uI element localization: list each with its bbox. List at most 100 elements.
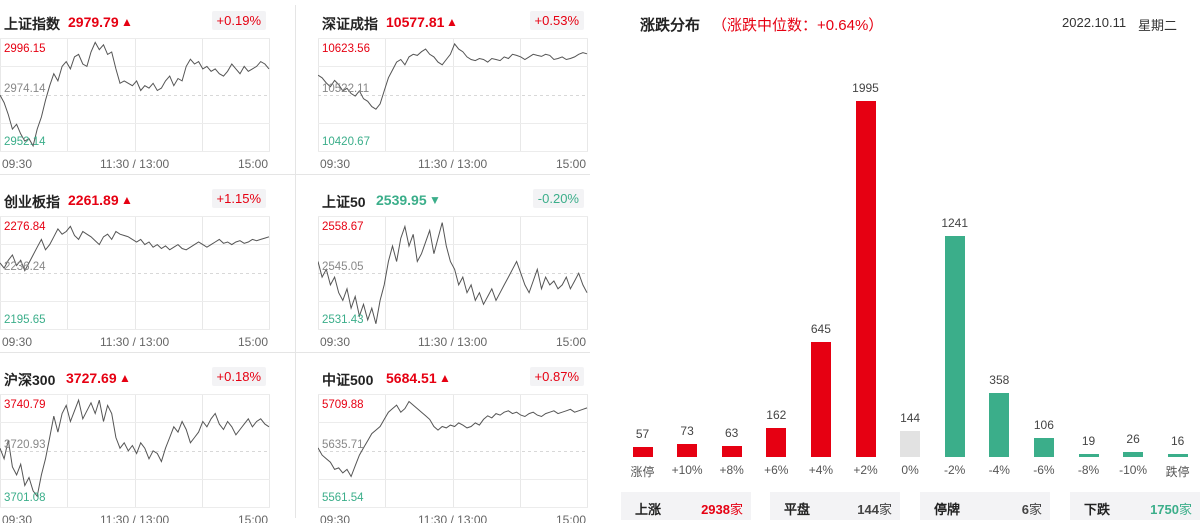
axis-mid-label: 3720.93 [4, 439, 46, 451]
distribution-bar[interactable] [1123, 452, 1144, 457]
index-row-divider [0, 174, 590, 175]
time-start-label: 09:30 [320, 335, 351, 349]
distribution-bar[interactable] [1033, 438, 1054, 457]
index-card-sz[interactable]: 深证成指 10577.81 ▲ +0.53% 10623.56 10522.11 10420… [318, 4, 588, 176]
index-change-badge: +1.15% [211, 189, 266, 208]
median-change-text: （涨跌中位数：+0.64%） [712, 17, 884, 34]
axis-mid-label: 2236.24 [4, 261, 46, 273]
axis-mid-label: 10522.11 [322, 83, 370, 95]
time-start-label: 09:30 [320, 157, 351, 171]
bar-value-label: 16 [1171, 434, 1185, 448]
bar-category-label: +4% [808, 463, 834, 477]
index-grid-divider [295, 5, 296, 518]
bar-category-label: 涨停 [630, 465, 655, 479]
bar-value-label: 358 [989, 373, 1010, 388]
time-mid-label: 11:30 / 13:00 [100, 513, 170, 523]
price-line [0, 398, 270, 498]
summary-count: 144 [857, 502, 879, 517]
price-line [318, 400, 588, 478]
bar-value-label: 162 [766, 408, 787, 423]
axis-high-label: 2558.67 [322, 221, 364, 233]
bar-value-label: 19 [1081, 433, 1096, 448]
index-price: 3727.69 [66, 370, 117, 386]
bar-value-label: 63 [725, 425, 739, 440]
intraday-chart [0, 394, 270, 508]
distribution-bar[interactable] [1167, 454, 1188, 457]
summary-value: 6家 [1022, 499, 1042, 518]
bar-value-label: 645 [810, 321, 831, 336]
time-end-label: 15:00 [238, 513, 269, 523]
index-change-badge: +0.87% [529, 367, 584, 386]
intraday-chart [318, 216, 588, 330]
bar-value-label: 1241 [941, 215, 969, 230]
bar-value-label: 106 [1033, 418, 1054, 433]
index-card-hs300[interactable]: 沪深300 3727.69 ▲ +0.18% 3740.79 3720.93 3701.08… [0, 360, 270, 523]
axis-high-label: 10623.56 [322, 43, 370, 55]
index-row-divider [0, 352, 590, 353]
bar-value-label: 144 [900, 411, 921, 426]
distribution-bar[interactable] [810, 341, 831, 457]
index-name: 上证50 [322, 194, 366, 210]
index-change-badge: +0.19% [211, 11, 266, 30]
index-card-sz50[interactable]: 上证50 2539.95 ▼ -0.20% 2558.67 2545.05 2531.43 0… [318, 182, 588, 354]
time-end-label: 15:00 [556, 335, 587, 349]
time-mid-label: 11:30 / 13:00 [100, 157, 170, 171]
summary-count: 1750 [1150, 502, 1179, 517]
index-name: 中证500 [322, 372, 374, 388]
axis-low-label: 10420.67 [322, 136, 370, 148]
summary-count: 2938 [701, 502, 730, 517]
summary-unit: 家 [878, 502, 892, 517]
distribution-bar[interactable] [855, 101, 876, 457]
intraday-chart [0, 216, 270, 330]
index-card-cyb[interactable]: 创业板指 2261.89 ▲ +1.15% 2276.84 2236.24 2195.65 0… [0, 182, 270, 354]
time-end-label: 15:00 [238, 157, 269, 171]
intraday-chart [318, 38, 588, 152]
time-mid-label: 11:30 / 13:00 [418, 335, 488, 349]
intraday-chart [318, 394, 588, 508]
summary-label: 下跌 [1084, 502, 1111, 517]
summary-fall-box: 下跌 1750家 [1070, 492, 1200, 520]
distribution-bar[interactable] [989, 393, 1010, 457]
time-mid-label: 11:30 / 13:00 [100, 335, 170, 349]
distribution-bar[interactable] [677, 443, 698, 457]
summary-flat-box: 平盘 144家 [770, 492, 900, 520]
bar-category-label: -10% [1119, 463, 1148, 477]
summary-value: 144家 [857, 499, 892, 518]
time-mid-label: 11:30 / 13:00 [418, 157, 488, 171]
summary-suspended-box: 停牌 6家 [920, 492, 1050, 520]
distribution-bar[interactable] [766, 428, 787, 457]
time-end-label: 15:00 [556, 157, 587, 171]
summary-label: 停牌 [934, 502, 961, 517]
distribution-bar[interactable] [900, 431, 921, 457]
price-line [0, 41, 270, 148]
bar-category-label: 跌停 [1165, 465, 1190, 479]
bar-value-label: 1995 [852, 81, 879, 95]
index-card-zz500[interactable]: 中证500 5684.51 ▲ +0.87% 5709.88 5635.71 5561.54… [318, 360, 588, 523]
trend-arrow-icon: ▲ [121, 15, 133, 29]
date-label: 2022.10.11 [1062, 15, 1127, 30]
index-price: 2261.89 [68, 192, 119, 208]
summary-unit: 家 [1178, 502, 1192, 517]
index-price: 10577.81 [386, 14, 445, 30]
bar-category-label: +2% [853, 463, 878, 477]
summary-count: 6 [1021, 502, 1029, 517]
bar-category-label: 0% [901, 463, 919, 477]
bar-category-label: -6% [1033, 463, 1055, 477]
bar-category-label: -2% [944, 463, 966, 477]
axis-high-label: 5709.88 [322, 399, 364, 411]
intraday-chart [0, 38, 270, 152]
axis-mid-label: 5635.71 [322, 439, 364, 451]
distribution-bar[interactable] [632, 446, 653, 457]
bar-category-label: -8% [1077, 463, 1100, 477]
index-price: 5684.51 [386, 370, 437, 386]
index-card-sh[interactable]: 上证指数 2979.79 ▲ +0.19% 2996.15 2974.14 2952.14 0… [0, 4, 270, 176]
distribution-bar[interactable] [721, 445, 742, 457]
summary-label: 上涨 [635, 502, 662, 517]
distribution-title: 涨跌分布 [640, 17, 701, 34]
distribution-bar[interactable] [944, 235, 965, 457]
index-change-badge: +0.18% [211, 367, 266, 386]
distribution-bar[interactable] [1078, 453, 1099, 457]
price-line [318, 222, 588, 324]
index-price: 2539.95 [376, 192, 427, 208]
